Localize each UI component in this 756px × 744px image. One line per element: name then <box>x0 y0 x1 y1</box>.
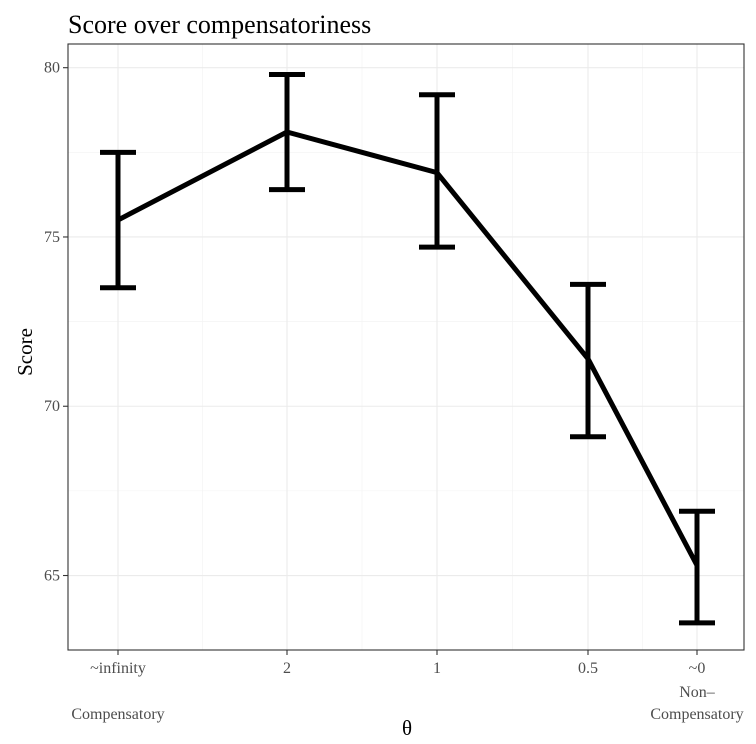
error-bar <box>419 92 455 250</box>
x-tick-label: ~infinity <box>90 660 146 677</box>
labels: 65 70 75 80 ~infinity 2 1 0.5 ~0 Compensatory Non–… <box>44 60 744 723</box>
series <box>100 71 715 626</box>
x-tick-label: 1 <box>433 660 441 677</box>
y-axis-title: Score <box>13 328 37 376</box>
x-tick-label: ~0 <box>689 660 706 677</box>
error-bar <box>100 149 136 291</box>
x-tick-label: 0.5 <box>578 660 598 677</box>
x-tick-label: 2 <box>283 660 291 677</box>
x-axis-title: θ <box>402 716 412 740</box>
x-sublabel: Non– Compensatory <box>650 684 743 723</box>
y-tick-label: 65 <box>44 568 60 585</box>
y-tick-label: 80 <box>44 60 60 77</box>
axis-ticks <box>63 67 698 655</box>
grid <box>68 44 744 650</box>
error-bar <box>570 281 606 440</box>
series-line <box>116 129 700 567</box>
error-bar <box>269 71 305 193</box>
plot-panel <box>67 43 745 651</box>
chart-title: Score over compensatoriness <box>68 10 371 39</box>
error-bar <box>679 508 715 626</box>
y-tick-label: 75 <box>44 229 60 246</box>
y-tick-label: 70 <box>44 398 60 415</box>
x-sublabel: Compensatory <box>71 706 164 723</box>
